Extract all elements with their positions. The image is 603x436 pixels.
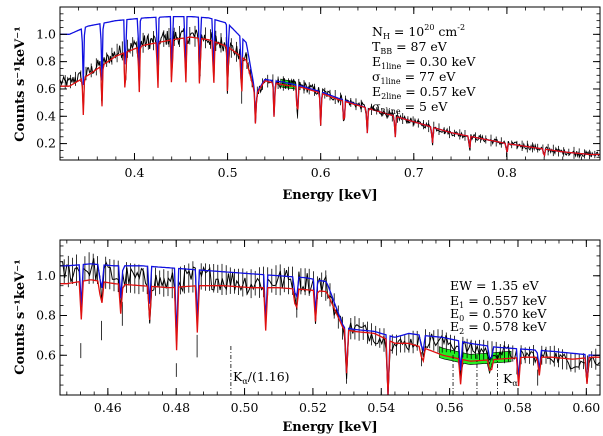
top-xtick-label: 0.7 bbox=[404, 165, 424, 180]
annotation-ew: EW = 1.35 eV bbox=[450, 278, 540, 293]
bottom-xtick-label: 0.52 bbox=[299, 400, 327, 415]
annotation-sigma2line: σ2line = 5 eV bbox=[372, 99, 448, 116]
bottom-x-axis-title: Energy [keV] bbox=[282, 420, 377, 435]
bottom-plot-frame bbox=[59, 239, 601, 396]
bottom-xtick-label: 0.50 bbox=[231, 400, 259, 415]
bottom-xtick-label: 0.46 bbox=[94, 400, 122, 415]
top-panel: 0.4 0.5 0.6 0.7 0.8 0.2 0.4 0.6 0.8 1.0 Energy [k… bbox=[13, 6, 601, 203]
top-series-blue-model-line bbox=[60, 15, 600, 158]
bottom-xtick-label: 0.60 bbox=[572, 400, 600, 415]
annotation-kalpha: Kα bbox=[503, 371, 518, 388]
top-ytick-label: 0.2 bbox=[36, 136, 56, 151]
top-series-layer bbox=[60, 15, 600, 160]
top-xtick-label: 0.5 bbox=[218, 165, 238, 180]
bottom-xtick-label: 0.48 bbox=[162, 400, 190, 415]
bottom-xtick-label: 0.58 bbox=[504, 400, 532, 415]
top-xtick-label: 0.8 bbox=[497, 165, 517, 180]
bottom-series-blue-model-line bbox=[60, 263, 600, 395]
bottom-ytick-label: 0.8 bbox=[36, 308, 56, 323]
annotation-e1: E1 = 0.557 keV bbox=[450, 293, 547, 310]
top-xtick-label: 0.4 bbox=[125, 165, 145, 180]
annotation-nh: NH = 1020 cm-2 bbox=[372, 23, 465, 41]
top-ytick-label: 0.4 bbox=[36, 108, 56, 123]
bottom-panel: 0.46 0.48 0.50 0.52 0.54 0.56 0.58 0.60 0.6 0.8 1.… bbox=[13, 239, 601, 435]
top-x-axis-title: Energy [keV] bbox=[282, 188, 377, 203]
bottom-series-red-model-line bbox=[60, 279, 600, 395]
top-plot-frame bbox=[59, 6, 601, 161]
top-y-axis-title: Counts s⁻¹keV⁻¹ bbox=[13, 26, 28, 142]
bottom-xtick-label: 0.54 bbox=[367, 400, 395, 415]
bottom-y-axis-title: Counts s⁻¹keV⁻¹ bbox=[13, 259, 28, 375]
bottom-series-layer bbox=[60, 252, 600, 395]
bottom-parameter-annotations: EW = 1.35 eV E1 = 0.557 keV E0 = 0.570 k… bbox=[233, 278, 547, 388]
bottom-ticks: 0.46 0.48 0.50 0.52 0.54 0.56 0.58 0.60 0.6 0.8 1.… bbox=[36, 240, 601, 415]
bottom-xtick-label: 0.56 bbox=[436, 400, 464, 415]
top-ytick-label: 1.0 bbox=[36, 26, 56, 41]
annotation-e2: E2 = 0.578 keV bbox=[450, 319, 547, 336]
top-series-red-model-line bbox=[60, 36, 600, 158]
top-ticks: 0.4 0.5 0.6 0.7 0.8 0.2 0.4 0.6 0.8 1.0 bbox=[36, 6, 601, 180]
top-parameter-annotations: NH = 1020 cm-2 TBB = 87 eV E1line = 0.30… bbox=[372, 23, 476, 116]
annotation-e0: E0 = 0.570 keV bbox=[450, 306, 547, 323]
annotation-kalpha-scaled: Kα/(1.16) bbox=[233, 369, 290, 386]
top-ytick-label: 0.6 bbox=[36, 81, 56, 96]
bottom-ytick-label: 1.0 bbox=[36, 268, 56, 283]
top-xtick-label: 0.6 bbox=[311, 165, 331, 180]
bottom-ytick-label: 0.6 bbox=[36, 347, 56, 362]
top-ytick-label: 0.8 bbox=[36, 54, 56, 69]
